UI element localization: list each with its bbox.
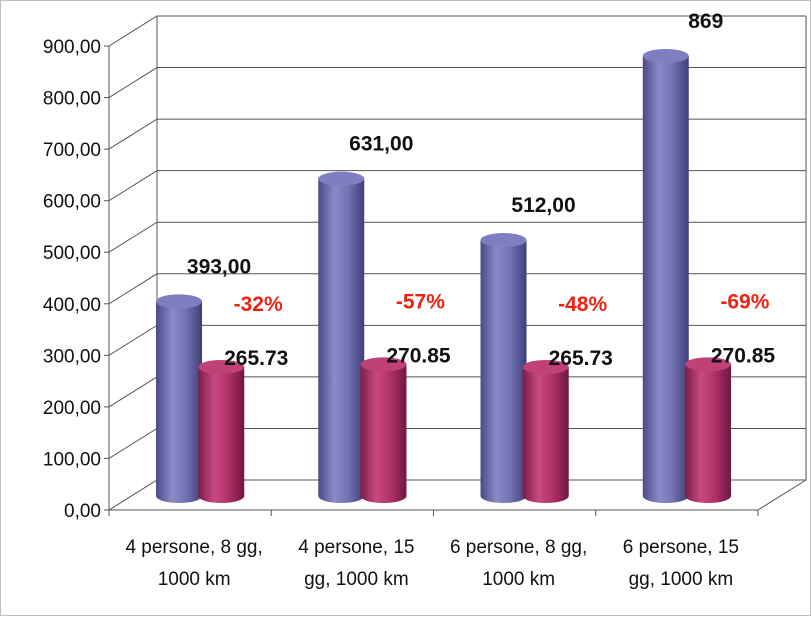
y-tick-label: 100,00 (43, 449, 101, 470)
gridline (108, 118, 806, 150)
data-label: 869 (688, 10, 723, 33)
x-tick-label: 4 persone, 15 (298, 537, 414, 558)
bar-series-2 (198, 360, 245, 503)
data-label: 393,00 (187, 255, 251, 278)
data-label: 265.73 (224, 347, 288, 370)
y-tick-label: 700,00 (43, 140, 101, 161)
y-tick-label: 500,00 (43, 243, 101, 264)
bars (156, 48, 731, 503)
bar-series-1 (480, 233, 527, 503)
gridlines (108, 15, 807, 511)
bar-series-2 (360, 357, 407, 503)
percent-annotation: -48% (558, 293, 607, 316)
gridline (108, 324, 806, 356)
gridline (108, 221, 806, 253)
bar-series-2 (522, 360, 569, 503)
percent-annotation: -69% (720, 290, 769, 313)
data-label: 631,00 (349, 133, 413, 156)
y-tick-label: 600,00 (43, 192, 101, 213)
x-tick-label: gg, 1000 km (629, 569, 734, 590)
floor-right-edge (757, 479, 807, 511)
bar-series-2 (684, 357, 731, 503)
percent-annotation: -57% (396, 290, 445, 313)
bar-series-1 (318, 171, 365, 503)
x-tick-label: gg, 1000 km (304, 569, 409, 590)
y-tick-label: 200,00 (43, 398, 101, 419)
data-label: 270.85 (711, 344, 776, 367)
y-tick-label: 0,00 (64, 501, 101, 522)
y-tick-label: 400,00 (43, 295, 101, 316)
bar-series-1 (156, 294, 203, 503)
labels: 393,00 631,00 512,00 869 265.73 270.85 265.73 2… (187, 10, 776, 370)
data-label: 270.85 (386, 344, 451, 367)
gridline (108, 67, 806, 98)
gridline (108, 170, 806, 202)
x-tick-label: 6 persone, 8 gg, (450, 537, 587, 558)
x-tick-label: 1000 km (158, 569, 231, 590)
axes: 0,00 100,00 200,00 300,00 400,00 500,00 600,00… (43, 37, 807, 590)
x-tick-label: 1000 km (482, 569, 555, 590)
bar-series-1 (642, 48, 689, 503)
data-label: 265.73 (549, 347, 613, 370)
y-tick-label: 300,00 (43, 346, 101, 367)
y-tick-label: 900,00 (43, 37, 101, 58)
y-tick-label: 800,00 (43, 89, 101, 110)
percent-annotation: -32% (234, 293, 283, 316)
x-tick-label: 4 persone, 8 gg, (125, 537, 262, 558)
x-tick-label: 6 persone, 15 (623, 537, 739, 558)
data-label: 512,00 (511, 194, 575, 217)
